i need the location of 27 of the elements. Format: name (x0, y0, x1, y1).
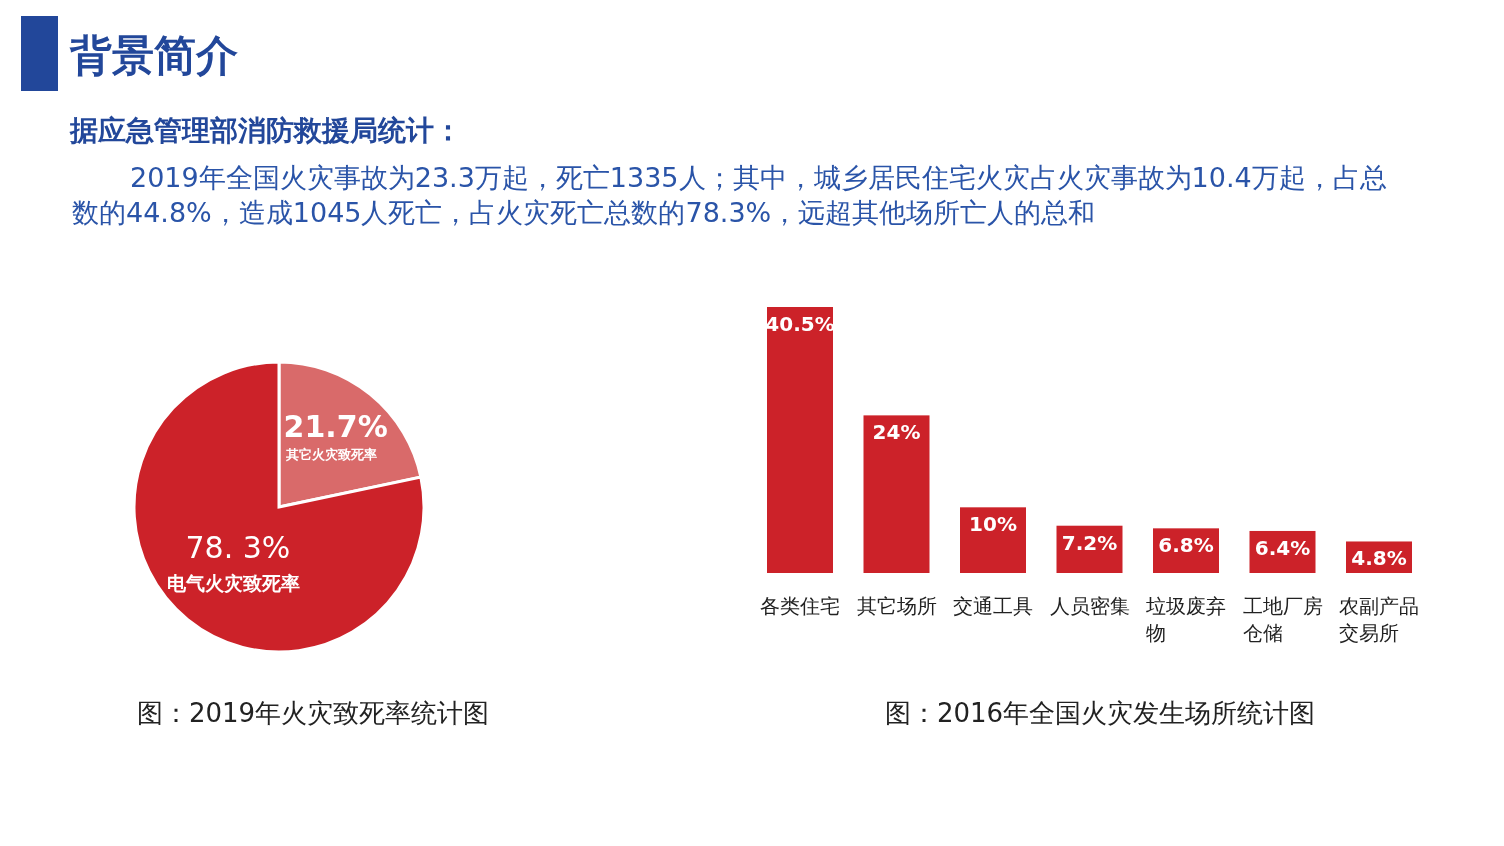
bar (960, 507, 1026, 573)
bar (863, 415, 930, 573)
data-label: 10% (969, 512, 1017, 537)
x-tick-label: 垃圾废弃物 (1145, 594, 1226, 645)
pie-slice (132, 360, 426, 654)
data-label: 78. 3% (185, 529, 291, 565)
text: 据应急管理部消防救援局统计： (70, 113, 462, 149)
slice-label: 电气火灾致死率 (167, 571, 301, 594)
text: 背景简介 (70, 30, 238, 82)
x-tick-label: 各类住宅 (760, 594, 840, 618)
text: 图：2016年全国火灾发生场所统计图 (884, 698, 1316, 728)
x-tick-label: 工地厂房仓储 (1242, 594, 1323, 645)
data-label: 21.7% (283, 409, 388, 445)
x-tick-label: 人员密集 (1049, 594, 1130, 618)
data-label: 4.8% (1351, 546, 1407, 571)
text: 图：2019年火灾致死率统计图 (136, 698, 490, 728)
data-label: 7.2% (1061, 530, 1118, 555)
bar (767, 307, 833, 573)
x-tick-label: 其它场所 (856, 594, 937, 618)
data-label: 24% (872, 420, 921, 445)
text: 2019年全国火灾事故为23.3万起，死亡1335人；其中，城乡居民住宅火灾占火灾事故为10.4万起，占总数的44.8%，造成1045人死亡，占火灾死亡总数的78.3%，远超其他场所亡人的总和 (72, 161, 1388, 230)
slice-label: 其它火灾致死率 (285, 447, 378, 463)
data-label: 40.5% (765, 312, 835, 336)
x-tick-label: 农副产品交易所 (1339, 594, 1419, 645)
data-label: 6.4% (1254, 535, 1311, 560)
data-label: 6.8% (1158, 533, 1214, 558)
x-tick-label: 交通工具 (953, 594, 1033, 618)
